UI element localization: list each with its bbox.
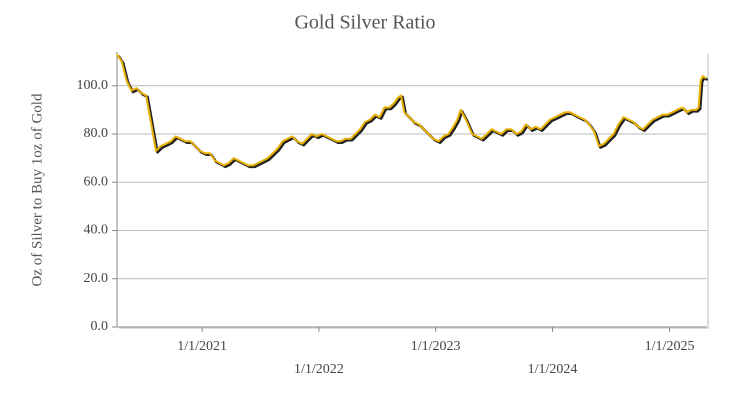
y-tick-label: 20.0 bbox=[84, 271, 109, 286]
y-tick-label: 100.0 bbox=[77, 78, 109, 93]
x-tick-label: 1/1/2024 bbox=[528, 362, 578, 377]
y-tick-label: 80.0 bbox=[84, 126, 109, 141]
x-tick-label: 1/1/2022 bbox=[294, 362, 344, 377]
plot-area bbox=[117, 52, 707, 327]
x-tick-label: 1/1/2025 bbox=[645, 339, 695, 354]
y-tick-label: 0.0 bbox=[91, 319, 109, 334]
y-tick-label: 60.0 bbox=[84, 174, 109, 189]
line bbox=[116, 53, 707, 167]
chart-title: Gold Silver Ratio bbox=[294, 12, 435, 34]
x-tick-label: 1/1/2023 bbox=[411, 339, 461, 354]
y-axis-title: Oz of Silver to Buy 1oz of Gold bbox=[29, 93, 45, 286]
x-tick-label: 1/1/2021 bbox=[177, 339, 227, 354]
y-tick-label: 40.0 bbox=[84, 223, 109, 238]
